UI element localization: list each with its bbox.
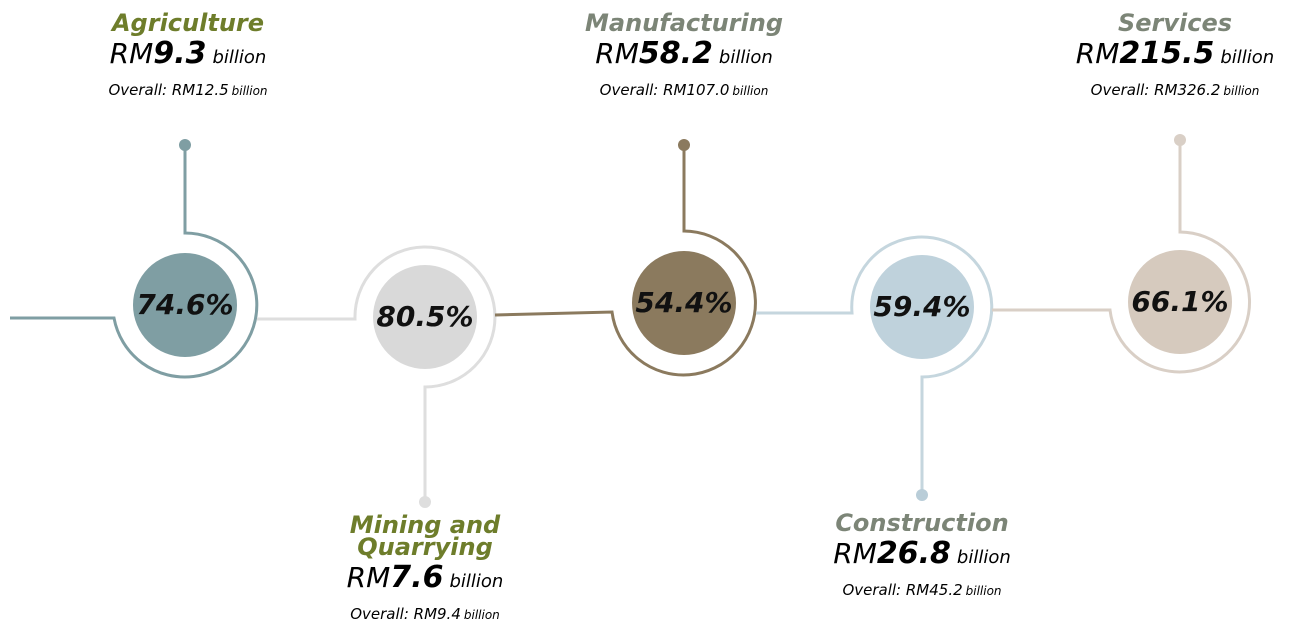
connector	[257, 245, 497, 502]
node-text: Manufacturing RM58.2 billion Overall: RM107…	[564, 9, 804, 103]
overall-value: Overall: RM326.2	[1090, 81, 1221, 99]
node-circle	[373, 265, 477, 369]
amount-unit: billion	[1220, 47, 1275, 68]
percent: 66.1%	[1131, 285, 1229, 318]
node-circle	[632, 251, 736, 355]
overall-unit: billion	[231, 84, 268, 98]
dot	[916, 489, 928, 501]
node-text: Services RM215.5 billion Overall: RM326.2 bi…	[1057, 9, 1293, 103]
amount-value: 215.5	[1119, 36, 1215, 71]
amount-value: 58.2	[638, 36, 713, 71]
overall: Overall: RM326.2 billion	[1057, 78, 1293, 103]
overall-value: Overall: RM107.0	[599, 81, 730, 99]
overall-value: Overall: RM9.4	[350, 605, 461, 623]
amount-prefix: RM	[346, 561, 391, 594]
amount-value: 7.6	[390, 560, 444, 595]
percent: 80.5%	[376, 300, 474, 333]
connector	[494, 145, 757, 377]
overall-unit: billion	[732, 84, 769, 98]
amount-unit: billion	[956, 547, 1011, 568]
node-name: Construction	[835, 509, 1009, 537]
node-circle	[133, 253, 237, 357]
node-text: Agriculture RM9.3 billion Overall: RM12.5 bi…	[68, 9, 308, 103]
amount-prefix: RM	[595, 37, 639, 70]
node-name: Manufacturing	[585, 9, 783, 37]
node-text: Construction RM26.8 billion Overall: RM45.2…	[802, 509, 1042, 603]
amount-prefix: RM	[833, 537, 877, 570]
node-name: Agriculture	[111, 9, 265, 37]
amount: RM7.6 billion	[340, 558, 510, 602]
amount: RM58.2 billion	[564, 34, 804, 78]
amount-value: 9.3	[153, 36, 207, 71]
node-text: Mining and Quarrying RM7.6 billion Overall:…	[340, 511, 510, 627]
amount-prefix: RM	[1075, 37, 1120, 70]
connector	[756, 235, 994, 495]
percent: 59.4%	[873, 290, 971, 323]
overall-value: Overall: RM45.2	[842, 581, 963, 599]
percent: 74.6%	[136, 288, 234, 321]
connector	[10, 145, 259, 379]
amount-prefix: RM	[109, 37, 154, 70]
overall: Overall: RM45.2 billion	[802, 578, 1042, 603]
overall-unit: billion	[965, 584, 1002, 598]
amount-unit: billion	[718, 47, 773, 68]
node-name: Services	[1117, 9, 1233, 37]
overall-unit: billion	[1223, 84, 1260, 98]
dot	[419, 496, 431, 508]
overall: Overall: RM107.0 billion	[564, 78, 804, 103]
dot	[1174, 134, 1186, 146]
amount: RM9.3 billion	[68, 34, 308, 78]
node-circle	[1128, 250, 1232, 354]
overall-unit: billion	[463, 608, 500, 622]
percent: 54.4%	[635, 286, 733, 319]
amount: RM26.8 billion	[802, 534, 1042, 578]
node-name: Mining and Quarrying	[349, 511, 501, 561]
overall: Overall: RM9.4 billion	[340, 602, 510, 627]
amount-value: 26.8	[876, 536, 951, 571]
amount-unit: billion	[212, 47, 267, 68]
overall: Overall: RM12.5 billion	[68, 78, 308, 103]
amount-unit: billion	[449, 571, 504, 592]
amount: RM215.5 billion	[1057, 34, 1293, 78]
dot	[678, 139, 690, 151]
overall-value: Overall: RM12.5	[108, 81, 229, 99]
dot	[179, 139, 191, 151]
node-circle	[870, 255, 974, 359]
connector	[992, 140, 1252, 374]
